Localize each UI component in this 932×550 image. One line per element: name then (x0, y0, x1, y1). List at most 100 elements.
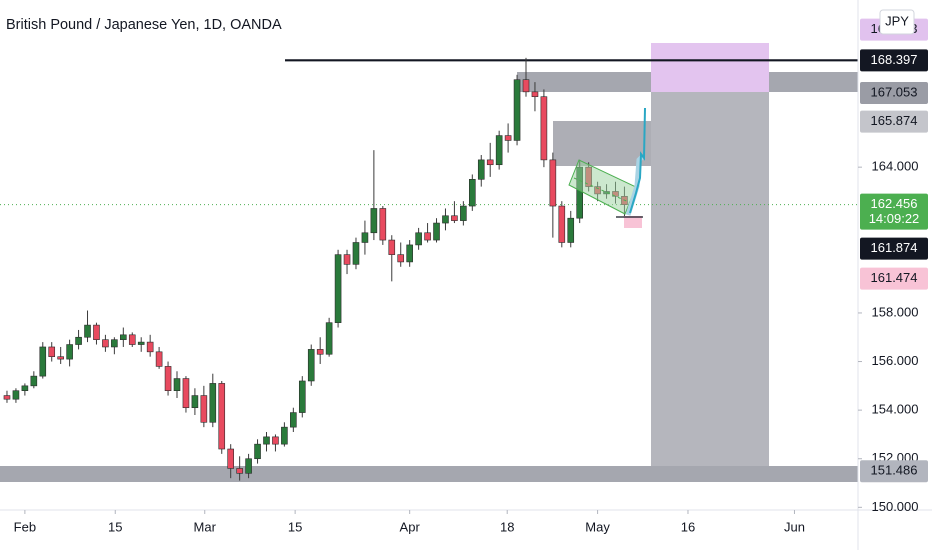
candle-body (397, 254, 405, 263)
candle-body (39, 346, 47, 377)
channel-midline (573, 177, 632, 204)
price-tag-label: 151.486 (871, 463, 918, 478)
x-tick-label: 15 (108, 519, 122, 534)
projection-line (629, 107, 646, 214)
candle-body (254, 443, 261, 460)
candle-body (263, 436, 270, 445)
support-zone (0, 466, 858, 482)
candle-body (361, 232, 369, 243)
candle-body (200, 395, 208, 423)
y-tick-label: 158.000 (872, 304, 919, 319)
price-tag (860, 110, 928, 133)
candle-body (531, 91, 539, 98)
candle-body (182, 378, 190, 409)
candle-body (218, 383, 226, 450)
candle-body (272, 436, 279, 445)
x-tick-label: 16 (681, 519, 695, 534)
candle-body (245, 458, 252, 474)
candle-body (451, 215, 458, 221)
axes: 150.000152.000154.000156.000158.000164.0… (14, 159, 919, 535)
candle-body (66, 344, 73, 360)
candle-body (495, 135, 503, 166)
price-tag (860, 460, 928, 483)
candle-body (460, 205, 467, 221)
entry-marker (624, 216, 642, 228)
price-tag (860, 81, 928, 104)
x-tick-label: 18 (500, 519, 514, 534)
price-tag-label: 161.874 (871, 240, 918, 255)
candle-body (442, 215, 449, 224)
candle-body (334, 254, 342, 323)
candle-body (352, 242, 360, 265)
candle-body (236, 468, 243, 474)
price-tag (860, 49, 928, 72)
candle-body (75, 336, 82, 345)
candle-body (540, 96, 548, 161)
candle-body (173, 378, 181, 392)
price-tag (860, 193, 928, 230)
drawings (0, 43, 858, 482)
candle-body (102, 339, 109, 348)
y-tick-label: 164.000 (872, 159, 919, 174)
x-tick-label: May (585, 519, 610, 534)
candle-body (307, 349, 315, 382)
candle-body (12, 390, 20, 400)
candle-body (191, 395, 199, 409)
candle-body (290, 412, 297, 428)
candle-body (21, 385, 29, 392)
candle-body (93, 324, 100, 340)
target-zone (651, 43, 769, 92)
candle-body (486, 159, 494, 166)
currency-button[interactable] (879, 9, 915, 35)
price-tag (860, 267, 928, 290)
pattern (568, 107, 646, 228)
candle-body (325, 322, 333, 355)
candle-body (406, 244, 413, 263)
price-tag-label: 168.397 (871, 52, 918, 67)
candle-body (120, 334, 127, 340)
candle-body (164, 366, 172, 392)
price-tag-label: 162.456 (871, 196, 918, 211)
y-tick-label: 156.000 (872, 353, 919, 368)
y-tick-label: 154.000 (872, 402, 919, 417)
candle-body (155, 351, 163, 367)
candle-body (84, 324, 91, 338)
candle-body (549, 159, 557, 207)
candle-body (57, 356, 64, 360)
candle-body (281, 426, 288, 445)
candles (3, 57, 628, 481)
candle-body (3, 395, 11, 400)
candle-body (146, 341, 154, 353)
candle-body (343, 254, 351, 265)
candle-body (567, 217, 575, 243)
candle-body (128, 334, 136, 345)
candle-body (477, 159, 485, 180)
candle-body (137, 341, 145, 345)
candle-body (370, 208, 378, 234)
x-tick-label: Mar (194, 519, 217, 534)
chart-title: British Pound / Japanese Yen, 1D, OANDA (6, 17, 282, 33)
x-tick-label: Jun (784, 519, 805, 534)
candle-body (30, 375, 38, 387)
candle-body (433, 222, 440, 241)
stop-zone (651, 92, 769, 466)
candle-body (558, 205, 566, 243)
x-tick-label: Feb (14, 519, 36, 534)
candle-body (298, 380, 306, 413)
candle-body (209, 383, 217, 423)
candle-body (227, 448, 234, 469)
candle-body (379, 208, 387, 241)
candle-body (522, 79, 530, 93)
candle-body (48, 346, 56, 357)
candle-body (469, 179, 476, 207)
countdown-label: 14:09:22 (869, 211, 920, 226)
candle-body (424, 232, 431, 241)
candle-body (415, 232, 422, 246)
candle-body (111, 339, 118, 348)
candle-body (513, 79, 521, 141)
price-tag-label: 165.874 (871, 113, 918, 128)
currency-label[interactable]: JPY (885, 13, 909, 28)
x-tick-label: Apr (400, 519, 421, 534)
